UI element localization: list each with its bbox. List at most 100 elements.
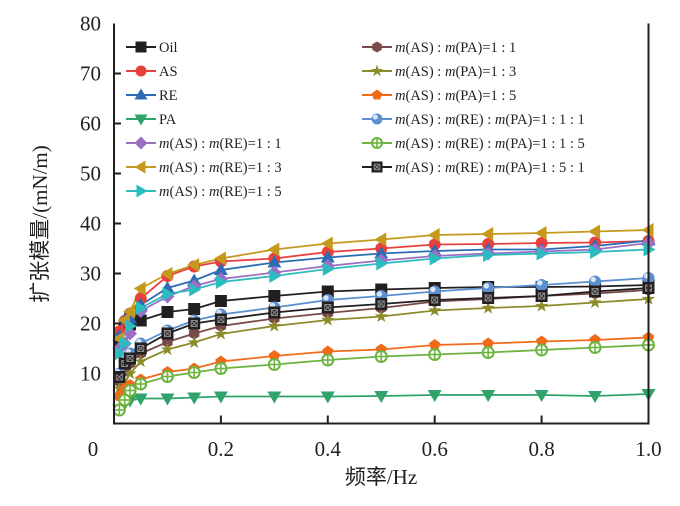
data-point-m-as-m-re-1-5: [429, 251, 442, 266]
data-point-pa: [481, 390, 496, 402]
data-point-pa: [320, 391, 335, 404]
legend-label: Oil: [159, 40, 178, 56]
data-point-re: [320, 250, 335, 263]
data-point-m-as-m-re-m-pa-1-1-5: [267, 358, 281, 371]
data-point-m-as-m-re-m-pa-1-5-1: [268, 306, 281, 319]
legend-marker-icon: [135, 41, 147, 53]
data-point-m-as-m-re-m-pa-1-5-1: [321, 301, 334, 314]
y-tick-label: 40: [80, 212, 101, 236]
data-point-oil: [161, 306, 174, 318]
legend-marker-icon: [134, 136, 148, 150]
data-point-m-as-m-re-m-pa-1-1-1: [589, 275, 602, 288]
data-point-m-as-m-re-1-3: [133, 281, 146, 296]
legend-item-m-as-m-pa-1-5: m(AS) : m(PA)=1 : 5: [362, 88, 516, 104]
x-tick-label: 0.2: [208, 437, 234, 461]
legend-marker-icon: [134, 114, 148, 126]
legend-item-m-as-m-re-m-pa-1-1-1: m(AS) : m(RE) : m(PA)=1 : 1 : 1: [362, 112, 585, 128]
data-point-m-as-m-pa-1-3: [123, 366, 137, 380]
series-points-m-as-m-re-m-pa-1-5-1: [113, 282, 655, 383]
legend-label: m(AS) : m(RE) : m(PA)=1 : 1 : 5: [395, 136, 585, 152]
legend-marker-icon: [371, 89, 383, 100]
data-point-re: [267, 255, 282, 268]
data-point-m-as-m-re-1-5: [536, 246, 549, 261]
data-point-oil: [268, 290, 281, 302]
data-point-m-as-m-re-m-pa-1-1-5: [374, 350, 388, 363]
legend-label: m(AS) : m(PA)=1 : 3: [395, 64, 516, 80]
data-point-m-as-m-re-1-3: [267, 242, 280, 257]
data-point-m-as-m-re-m-pa-1-1-5: [112, 403, 126, 417]
data-point-m-as-m-pa-1-3: [187, 335, 201, 349]
data-point-pa: [133, 393, 148, 406]
y-axis-title: 扩张模量/(mN/m): [28, 145, 52, 303]
data-point-m-as-m-re-m-pa-1-1-1: [482, 282, 495, 294]
legend-marker-icon: [370, 64, 384, 77]
data-point-m-as-m-re-m-pa-1-5-1: [428, 294, 441, 306]
data-point-m-as-m-pa-1-3: [588, 295, 602, 309]
x-tick-label: 0.4: [315, 437, 342, 461]
legend-label: RE: [159, 88, 178, 104]
data-point-m-as-m-re-1-5: [322, 262, 335, 276]
data-point-pa: [213, 391, 228, 404]
legend-marker-icon: [371, 113, 383, 125]
data-point-m-as-m-re-1-5: [483, 248, 496, 262]
legend-label: m(AS) : m(PA)=1 : 5: [395, 88, 516, 104]
data-point-m-as-m-pa-1-3: [374, 309, 388, 323]
data-point-m-as-m-pa-1-5: [482, 337, 494, 349]
y-tick-label: 70: [80, 62, 101, 86]
x-tick-label: 0.6: [422, 437, 448, 461]
data-point-m-as-m-re-1-3: [213, 251, 226, 266]
series-points-pa: [112, 389, 656, 417]
series-points-m-as-m-re-m-pa-1-1-5: [112, 338, 655, 417]
data-point-m-as-m-re-1-5: [189, 282, 202, 297]
data-point-m-as-m-re-m-pa-1-1-5: [214, 362, 228, 375]
data-point-m-as-m-re-m-pa-1-5-1: [535, 290, 548, 302]
x-tick-label: 1.0: [635, 437, 661, 461]
data-point-m-as-m-re-m-pa-1-1-5: [428, 348, 442, 361]
data-point-m-as-m-re-m-pa-1-5-1: [482, 292, 495, 304]
data-point-pa: [267, 391, 282, 404]
data-point-m-as-m-re-m-pa-1-1-5: [123, 384, 137, 397]
data-point-m-as-m-pa-1-5: [535, 335, 548, 347]
legend-item-m-as-m-re-1-1: m(AS) : m(RE)=1 : 1: [126, 136, 282, 152]
series-points-m-as-m-re-1-3: [112, 223, 654, 346]
data-point-m-as-m-re-1-3: [374, 232, 387, 247]
data-point-m-as-m-re-m-pa-1-1-1: [535, 279, 548, 291]
legend-marker-icon: [134, 88, 148, 100]
data-point-m-as-m-re-1-3: [588, 224, 601, 239]
data-point-m-as-m-re-1-5: [590, 245, 603, 259]
legend-label: m(AS) : m(RE) : m(PA)=1 : 1 : 1: [395, 112, 585, 128]
data-point-m-as-m-re-m-pa-1-1-5: [321, 353, 335, 367]
data-point-m-as-m-pa-1-3: [112, 381, 127, 395]
data-point-m-as-m-re-m-pa-1-5-1: [188, 317, 201, 330]
data-point-m-as-m-pa-1-1: [188, 327, 200, 340]
legend-marker-icon: [136, 184, 148, 198]
data-point-pa: [374, 391, 389, 403]
y-tick-label: 20: [80, 312, 101, 336]
legend-label: AS: [159, 64, 178, 80]
legend-label: m(AS) : m(RE)=1 : 5: [159, 184, 282, 200]
data-point-m-as-m-re-m-pa-1-1-5: [588, 341, 602, 354]
data-point-m-as-m-re-1-3: [534, 226, 547, 240]
legend-marker-icon: [135, 65, 147, 77]
y-tick-label: 60: [80, 112, 101, 136]
legend-label: m(AS) : m(RE) : m(PA)=1 : 5 : 1: [395, 160, 585, 176]
data-point-re: [213, 263, 228, 275]
legend-label: PA: [159, 112, 177, 128]
legend-item-pa: PA: [126, 112, 177, 128]
legend-item-m-as-m-re-1-5: m(AS) : m(RE)=1 : 5: [126, 184, 282, 200]
y-tick-label: 30: [80, 262, 101, 286]
data-point-m-as-m-re-1-5: [135, 301, 148, 315]
data-point-m-as-m-re-1-5: [162, 287, 175, 301]
data-point-m-as-m-re-1-5: [114, 346, 127, 361]
data-point-m-as-m-re-1-5: [376, 256, 389, 271]
data-point-m-as-m-re-1-3: [187, 258, 200, 272]
data-point-m-as-m-re-m-pa-1-5-1: [124, 352, 137, 365]
data-point-m-as-m-pa-1-3: [428, 303, 442, 317]
y-tick-label: 50: [80, 162, 101, 186]
legend-marker-icon: [372, 41, 382, 53]
data-point-m-as-m-pa-1-5: [428, 339, 441, 350]
legend-item-oil: Oil: [126, 40, 178, 56]
data-point-m-as-m-re-m-pa-1-5-1: [134, 342, 147, 355]
data-point-m-as-m-pa-1-3: [321, 313, 335, 326]
